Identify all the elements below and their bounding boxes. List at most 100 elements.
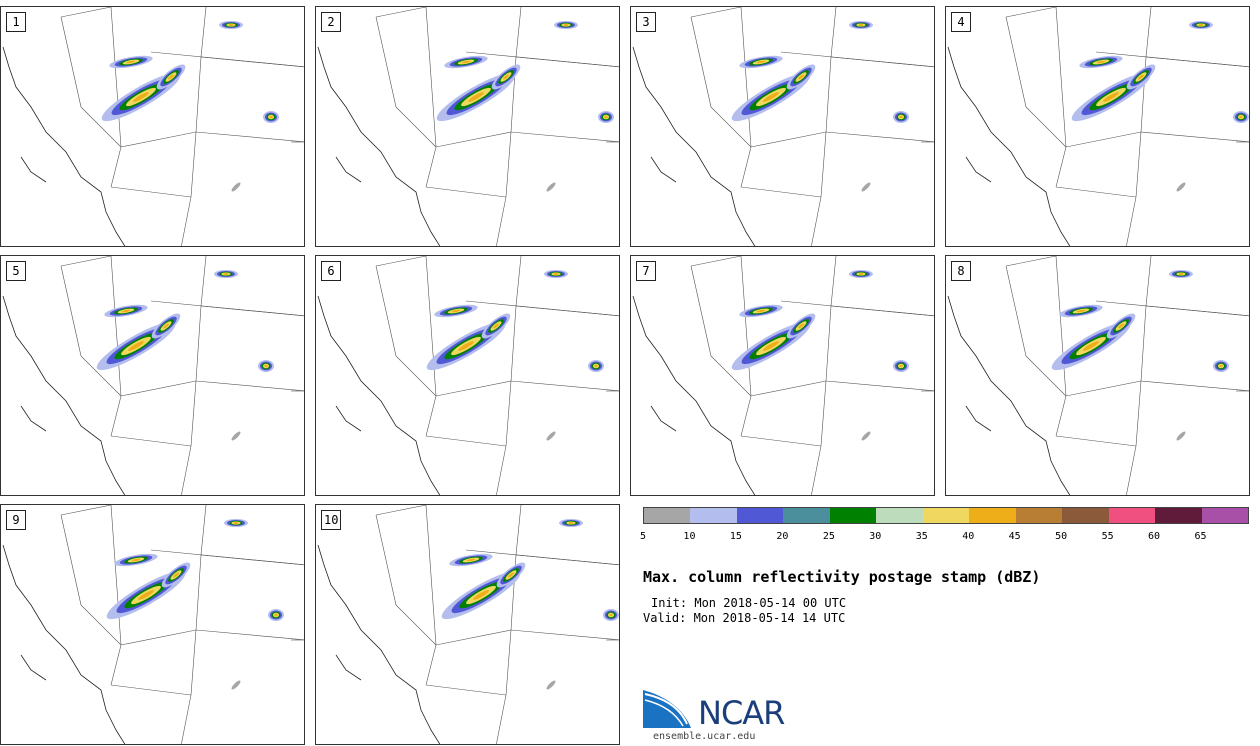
member-label: 3	[636, 12, 656, 32]
state-border	[195, 554, 202, 631]
state-border	[181, 445, 192, 495]
state-border	[200, 56, 304, 68]
member-map	[947, 256, 1249, 495]
reflectivity-cell	[451, 309, 461, 313]
state-border	[1145, 305, 1249, 317]
state-border	[435, 131, 512, 148]
reflectivity-cell	[1176, 431, 1186, 441]
reflectivity-cell	[594, 364, 598, 368]
state-border	[690, 256, 742, 267]
reflectivity-cell	[861, 431, 871, 441]
reflectivity-cell	[466, 558, 476, 562]
reflectivity-cell	[899, 115, 903, 119]
state-border	[395, 355, 437, 397]
reflectivity-cell	[798, 74, 804, 80]
state-border	[515, 7, 522, 58]
colorbar-swatch	[1201, 508, 1249, 523]
colorbar-tick: 40	[962, 531, 975, 542]
reflectivity-cell	[461, 60, 471, 64]
colorbar-tick: 20	[776, 531, 789, 542]
state-border	[375, 16, 397, 108]
state-border	[375, 7, 427, 18]
state-border	[1055, 435, 1137, 447]
state-border	[435, 629, 512, 646]
reflectivity-cell	[508, 572, 514, 578]
state-border	[825, 305, 832, 382]
reflectivity-cell	[1219, 364, 1223, 368]
state-border	[515, 505, 522, 556]
reflectivity-cell	[546, 431, 556, 441]
reflectivity-cell	[468, 92, 484, 102]
coastline	[650, 156, 677, 183]
reflectivity-cell	[763, 92, 779, 102]
state-border	[750, 380, 827, 397]
reflectivity-cell	[1239, 115, 1243, 119]
reflectivity-cell	[1083, 341, 1099, 351]
state-border	[110, 146, 122, 188]
state-border	[110, 395, 122, 437]
colorbar-tick: 10	[683, 531, 696, 542]
state-border	[710, 355, 752, 397]
colorbar-swatch	[922, 508, 970, 523]
reflectivity-cell	[609, 613, 613, 617]
state-border	[1055, 395, 1067, 437]
state-border	[1005, 256, 1057, 267]
state-border	[690, 265, 712, 357]
coastline	[20, 654, 47, 681]
reflectivity-cell	[126, 60, 136, 64]
member-label: 2	[321, 12, 341, 32]
state-border	[1025, 106, 1067, 148]
state-border	[1140, 380, 1249, 392]
reflectivity-cell	[231, 431, 241, 441]
member-map	[317, 256, 619, 495]
state-border	[375, 256, 427, 267]
panel-member-4: 4	[945, 6, 1250, 247]
state-border	[830, 305, 934, 317]
coastline	[2, 295, 126, 495]
state-border	[375, 265, 397, 357]
state-border	[60, 265, 82, 357]
reflectivity-cell	[568, 522, 574, 524]
state-border	[496, 694, 507, 744]
reflectivity-cell	[546, 182, 556, 192]
colorbar-swatch	[690, 508, 737, 523]
member-label: 10	[321, 510, 342, 530]
reflectivity-cell	[1178, 273, 1184, 275]
state-border	[510, 629, 619, 641]
reflectivity-cell	[1076, 309, 1086, 313]
state-border	[110, 644, 122, 686]
state-border	[825, 56, 832, 133]
reflectivity-cell	[233, 522, 239, 524]
state-border	[1055, 186, 1137, 198]
state-border	[820, 380, 827, 447]
state-border	[505, 131, 512, 198]
reflectivity-cell	[1103, 92, 1119, 102]
coastline	[317, 544, 441, 744]
member-map	[2, 505, 304, 744]
member-label: 4	[951, 12, 971, 32]
state-border	[515, 554, 619, 566]
state-border	[515, 56, 619, 68]
state-border	[425, 395, 437, 437]
state-border	[110, 7, 122, 148]
colorbar-tick: 35	[915, 531, 928, 542]
state-border	[1065, 380, 1142, 397]
reflectivity-cell	[798, 323, 804, 329]
colorbar-tick: 50	[1055, 531, 1068, 542]
colorbar-tick: 5	[639, 531, 647, 542]
state-border	[190, 629, 197, 696]
reflectivity-cell	[231, 680, 241, 690]
state-border	[740, 146, 752, 188]
panel-member-9: 9	[0, 504, 305, 745]
member-label: 8	[951, 261, 971, 281]
member-map	[947, 7, 1249, 246]
coastline	[965, 156, 992, 183]
reflectivity-cell	[756, 309, 766, 313]
colorbar-ticks: 5 10 15 20 25 30 35 40 45 50 55 60 65	[639, 524, 1247, 542]
state-border	[811, 445, 822, 495]
colorbar-tick: 30	[869, 531, 882, 542]
colorbar-swatch	[1062, 508, 1109, 523]
reflectivity-cell	[604, 115, 608, 119]
state-border	[1005, 265, 1027, 357]
state-border	[195, 380, 304, 392]
